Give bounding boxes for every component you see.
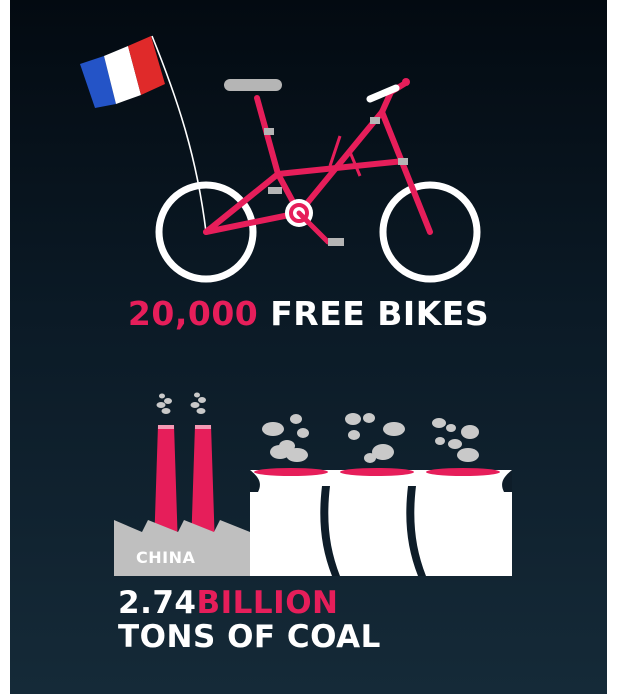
bikes-label: FREE BIKES	[270, 294, 490, 333]
factory-country-label: CHINA	[136, 548, 196, 567]
smokestacks-icon	[154, 392, 215, 548]
coal-number: 2.74	[118, 585, 197, 621]
steam-clouds	[262, 413, 479, 463]
bicycle-icon	[155, 78, 481, 283]
infographic-panel: 20,000 FREE BIKES CHINA 2.74BILLION TONS…	[10, 0, 607, 694]
factory-building	[114, 520, 260, 576]
bikes-headline: 20,000 FREE BIKES	[10, 294, 607, 333]
coal-label: TONS OF COAL	[118, 619, 381, 655]
coal-unit: BILLION	[196, 585, 339, 621]
coal-amount: 2.74BILLION	[118, 585, 339, 621]
cooling-towers-icon	[250, 468, 512, 576]
bikes-number: 20,000	[127, 294, 259, 333]
french-flag-icon	[80, 35, 207, 233]
illustration	[80, 35, 512, 576]
